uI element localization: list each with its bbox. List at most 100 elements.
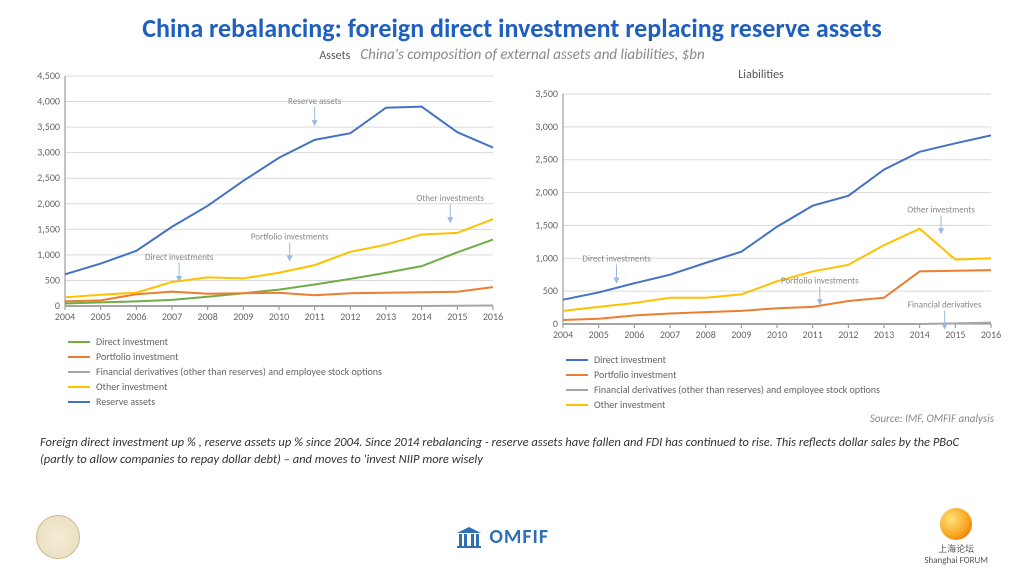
svg-text:2014: 2014 <box>412 310 432 323</box>
svg-text:2005: 2005 <box>91 310 111 323</box>
legend-item: Other investment <box>566 397 1006 412</box>
legend-label: Direct investment <box>96 335 168 348</box>
assets-chart-column: 05001,0001,5002,0002,5003,0003,5004,0004… <box>18 68 508 425</box>
legend-item: Financial derivatives (other than reserv… <box>566 382 1006 397</box>
svg-text:500: 500 <box>45 273 60 286</box>
svg-text:3,500: 3,500 <box>37 120 60 133</box>
svg-text:2008: 2008 <box>696 328 716 341</box>
svg-text:2,500: 2,500 <box>37 171 60 184</box>
legend-swatch-icon <box>566 404 588 406</box>
shanghai-forum-icon <box>940 508 972 540</box>
svg-text:2009: 2009 <box>233 310 253 323</box>
svg-text:2013: 2013 <box>874 328 894 341</box>
legend-swatch-icon <box>68 371 90 373</box>
svg-text:Reserve assets: Reserve assets <box>288 96 342 107</box>
omfif-building-icon <box>455 525 483 549</box>
svg-text:2009: 2009 <box>731 328 751 341</box>
omfif-logo: OMFIF <box>455 525 549 549</box>
svg-text:Direct investments: Direct investments <box>145 252 214 263</box>
legend-label: Portfolio investment <box>96 350 178 363</box>
svg-text:Portfolio investments: Portfolio investments <box>251 232 329 243</box>
legend-item: Direct investment <box>68 334 508 349</box>
mnb-logo-icon <box>36 515 80 559</box>
legend-label: Financial derivatives (other than reserv… <box>96 365 382 378</box>
svg-text:Direct investments: Direct investments <box>582 254 651 265</box>
svg-text:Financial derivatives: Financial derivatives <box>908 300 982 311</box>
svg-text:2015: 2015 <box>447 310 467 323</box>
svg-text:2006: 2006 <box>126 310 146 323</box>
legend-swatch-icon <box>68 356 90 358</box>
liabilities-chart: 05001,0001,5002,0002,5003,0003,500200420… <box>516 86 1006 346</box>
shanghai-forum-logo: 上海论坛 Shanghai FORUM <box>924 508 988 566</box>
legend-label: Portfolio investment <box>594 368 676 381</box>
svg-text:2012: 2012 <box>340 310 360 323</box>
shanghai-cn-text: 上海论坛 <box>938 542 974 555</box>
legend-swatch-icon <box>68 341 90 343</box>
svg-text:1,500: 1,500 <box>535 218 558 231</box>
omfif-logo-text: OMFIF <box>489 525 549 549</box>
legend-item: Direct investment <box>566 352 1006 367</box>
legend-item: Portfolio investment <box>68 349 508 364</box>
liabilities-chart-title: Liabilities <box>516 68 1006 82</box>
svg-text:2004: 2004 <box>553 328 573 341</box>
svg-text:1,500: 1,500 <box>37 222 60 235</box>
svg-text:2004: 2004 <box>55 310 75 323</box>
svg-text:3,500: 3,500 <box>535 87 558 100</box>
subtitle-row: Assets China's composition of external a… <box>0 46 1024 68</box>
svg-text:2,500: 2,500 <box>535 153 558 166</box>
svg-text:3,000: 3,000 <box>535 120 558 133</box>
svg-text:2010: 2010 <box>767 328 787 341</box>
source-text: Source: IMF, OMFIF analysis <box>516 412 1006 425</box>
assets-legend: Direct investment Portfolio investment Fin… <box>18 328 508 409</box>
legend-swatch-icon <box>566 389 588 391</box>
legend-swatch-icon <box>68 401 90 403</box>
legend-label: Reserve assets <box>96 395 155 408</box>
svg-text:2008: 2008 <box>198 310 218 323</box>
legend-label: Financial derivatives (other than reserv… <box>594 383 880 396</box>
svg-text:2007: 2007 <box>162 310 182 323</box>
assets-label: Assets <box>319 49 350 63</box>
legend-swatch-icon <box>68 386 90 388</box>
page-title: China rebalancing: foreign direct invest… <box>0 0 1024 46</box>
svg-text:2015: 2015 <box>945 328 965 341</box>
svg-text:1,000: 1,000 <box>37 248 60 261</box>
svg-text:2010: 2010 <box>269 310 289 323</box>
svg-text:4,500: 4,500 <box>37 69 60 82</box>
legend-item: Portfolio investment <box>566 367 1006 382</box>
svg-text:2011: 2011 <box>803 328 823 341</box>
logo-row: OMFIF 上海论坛 Shanghai FORUM <box>0 508 1024 566</box>
svg-text:2012: 2012 <box>838 328 858 341</box>
shanghai-en-text: Shanghai FORUM <box>924 555 988 566</box>
svg-text:2016: 2016 <box>981 328 1001 341</box>
svg-text:Other investments: Other investments <box>416 193 484 204</box>
svg-text:2005: 2005 <box>589 328 609 341</box>
svg-text:Portfolio investments: Portfolio investments <box>781 275 859 286</box>
svg-text:2,000: 2,000 <box>535 186 558 199</box>
svg-text:2014: 2014 <box>910 328 930 341</box>
legend-swatch-icon <box>566 359 588 361</box>
svg-text:2013: 2013 <box>376 310 396 323</box>
svg-text:2016: 2016 <box>483 310 503 323</box>
body-paragraph: Foreign direct investment up % , reserve… <box>0 425 1024 469</box>
svg-text:2,000: 2,000 <box>37 197 60 210</box>
legend-item: Financial derivatives (other than reserv… <box>68 364 508 379</box>
page-subtitle: China's composition of external assets a… <box>360 46 704 64</box>
svg-text:1,000: 1,000 <box>535 251 558 264</box>
liabilities-chart-column: Liabilities 05001,0001,5002,0002,5003,00… <box>516 68 1006 425</box>
legend-swatch-icon <box>566 374 588 376</box>
svg-text:500: 500 <box>543 284 558 297</box>
charts-container: 05001,0001,5002,0002,5003,0003,5004,0004… <box>0 68 1024 425</box>
svg-text:3,000: 3,000 <box>37 146 60 159</box>
svg-text:Other investments: Other investments <box>907 204 975 215</box>
legend-label: Direct investment <box>594 353 666 366</box>
legend-label: Other investment <box>594 398 665 411</box>
legend-item: Reserve assets <box>68 394 508 409</box>
svg-text:4,000: 4,000 <box>37 95 60 108</box>
svg-text:2007: 2007 <box>660 328 680 341</box>
liabilities-legend: Direct investment Portfolio investment Fin… <box>516 346 1006 412</box>
svg-text:2006: 2006 <box>624 328 644 341</box>
legend-label: Other investment <box>96 380 167 393</box>
assets-chart: 05001,0001,5002,0002,5003,0003,5004,0004… <box>18 68 508 328</box>
legend-item: Other investment <box>68 379 508 394</box>
svg-text:2011: 2011 <box>305 310 325 323</box>
